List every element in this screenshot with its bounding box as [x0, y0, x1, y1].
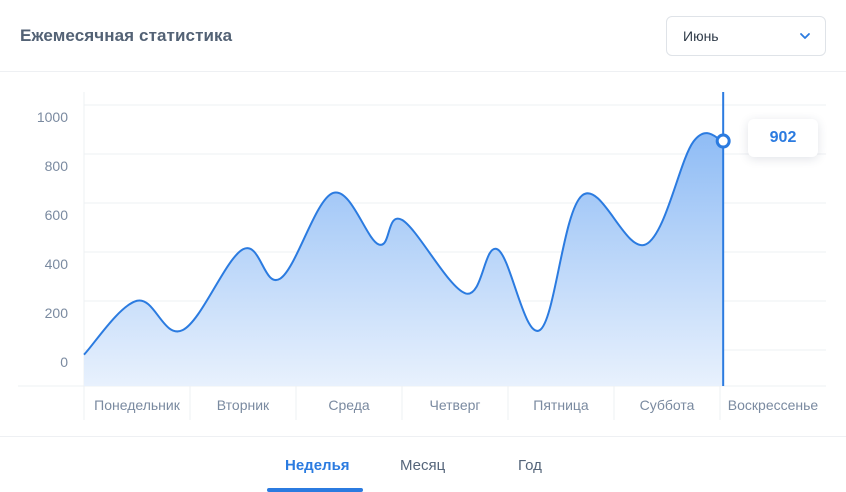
- active-tab-indicator: [267, 488, 363, 492]
- x-tick-label: Четверг: [429, 397, 480, 413]
- period-tabs: Неделья Месяц Год: [0, 436, 846, 492]
- x-tick-label: Воскрессенье: [728, 397, 819, 413]
- series-line: [83, 132, 724, 356]
- y-tick-label: 200: [45, 305, 69, 321]
- x-tick-label: Суббота: [640, 397, 695, 413]
- y-tick-label: 0: [60, 354, 68, 370]
- month-select-value: Июнь: [683, 28, 719, 44]
- month-select[interactable]: Июнь: [666, 16, 826, 56]
- y-tick-label: 800: [45, 158, 69, 174]
- tab-year[interactable]: Год: [518, 457, 542, 474]
- tab-week[interactable]: Неделья: [285, 457, 350, 474]
- x-tick-label: Среда: [328, 397, 370, 413]
- card-header: Ежемесячная статистика Июнь: [0, 0, 846, 72]
- x-tick-label: Пятница: [533, 397, 589, 413]
- chart-svg: 0 200 400 600 800 1000 Понедельник Вторник Среда…: [18, 92, 826, 420]
- area-chart: 0 200 400 600 800 1000 Понедельник Вторник Среда…: [0, 72, 846, 432]
- x-tick-label: Понедельник: [94, 397, 181, 413]
- area-fill: [84, 133, 724, 386]
- highlight-point: [715, 133, 731, 149]
- x-tick-label: Вторник: [217, 397, 270, 413]
- y-tick-label: 600: [45, 207, 69, 223]
- y-tick-label: 1000: [37, 109, 68, 125]
- chevron-down-icon: [800, 33, 810, 39]
- y-tick-label: 400: [45, 256, 69, 272]
- value-tooltip: 902: [748, 119, 818, 157]
- card-title: Ежемесячная статистика: [20, 26, 233, 45]
- tab-month[interactable]: Месяц: [400, 457, 446, 474]
